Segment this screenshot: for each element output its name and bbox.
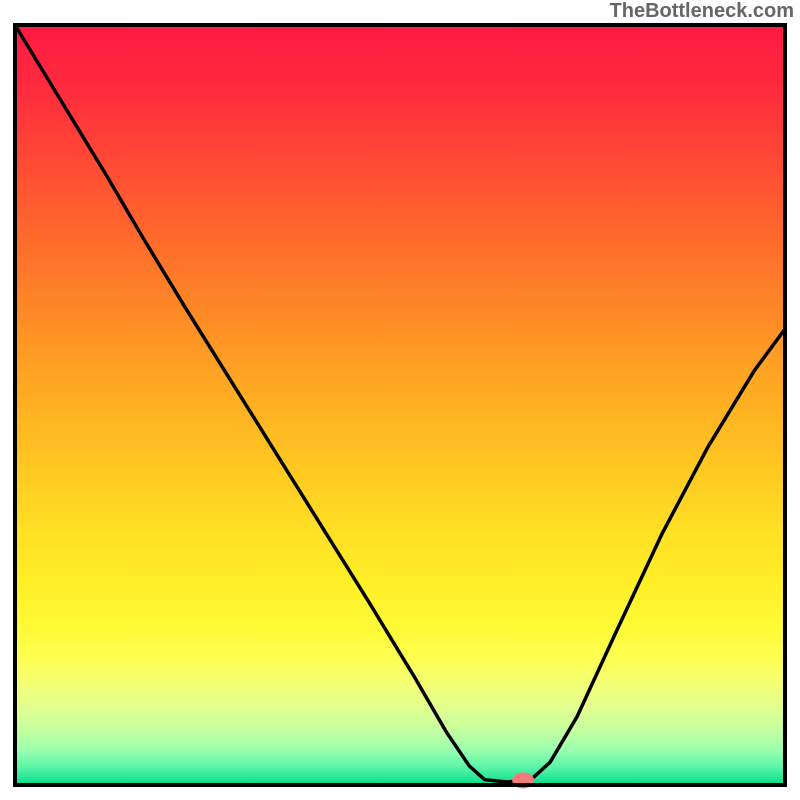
watermark-text: TheBottleneck.com [610,0,794,23]
bottleneck-chart [0,0,800,800]
plot-background [15,25,785,785]
chart-container: TheBottleneck.com [0,0,800,800]
